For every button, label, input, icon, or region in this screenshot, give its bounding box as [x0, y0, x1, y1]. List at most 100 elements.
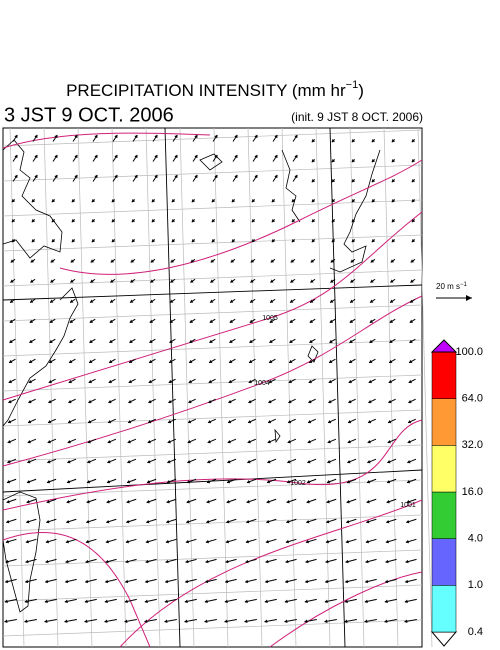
wind-vector-head — [391, 158, 396, 163]
wind-vector-head — [385, 519, 390, 524]
wind-vector-head — [284, 599, 288, 604]
wind-vector-head — [344, 619, 348, 624]
wind-vector-head — [226, 479, 231, 484]
wind-vector-head — [389, 299, 394, 303]
colorbar-label: 32.0 — [462, 439, 483, 451]
wind-vector-head — [205, 519, 210, 524]
wind-vector-head — [387, 459, 391, 464]
wind-vector-head — [205, 539, 210, 544]
wind-vector-head — [326, 499, 330, 504]
wind-vector-head — [406, 499, 410, 504]
wind-vector-head — [331, 178, 336, 183]
wind-vector-head — [74, 154, 78, 159]
wind-vector-head — [94, 154, 98, 159]
wind-vector-head — [106, 499, 110, 504]
wind-vector-head — [371, 198, 376, 203]
wind-vector-head — [210, 259, 215, 263]
wind-vector-head — [106, 479, 111, 484]
wind-vector-head — [11, 218, 16, 223]
wind-vector-head — [114, 154, 118, 159]
wind-vector-head — [387, 439, 391, 444]
wind-vector-head — [107, 459, 111, 464]
wind-vector-head — [309, 319, 314, 323]
wind-vector-head — [104, 619, 108, 624]
wind-vector-head — [45, 559, 49, 564]
wind-vector-head — [204, 579, 209, 584]
wind-vector-head — [327, 459, 331, 464]
wind-vector-head — [130, 259, 135, 263]
wind-vector-head — [367, 459, 371, 464]
wind-vector-head — [307, 439, 311, 444]
wind-vector-head — [250, 259, 255, 263]
wind-vector-head — [148, 399, 152, 404]
wind-vector-head — [91, 198, 96, 203]
wind-vector-head — [191, 218, 196, 223]
wind-vector-head — [208, 399, 212, 404]
wind-vector-head — [405, 539, 410, 544]
wind-vector-head — [47, 459, 51, 464]
wind-vector-head — [344, 579, 349, 584]
wind-vector-head — [147, 459, 151, 464]
wind-vector-head — [230, 279, 234, 283]
wind-vector-head — [410, 279, 414, 283]
wind-vector-head — [265, 519, 270, 524]
wind-vector-head — [64, 619, 68, 624]
wind-vector-head — [267, 459, 271, 464]
wind-vector-head — [134, 134, 138, 139]
wind-vector-head — [265, 559, 269, 564]
wind-vector-head — [86, 479, 91, 484]
wind-vector-head — [89, 299, 94, 303]
wind-vector-head — [385, 539, 390, 544]
wind-vector-head — [227, 459, 231, 464]
wind-vector-head — [124, 579, 129, 584]
wind-vector-head — [165, 539, 170, 544]
wind-vector-head — [54, 154, 58, 159]
wind-vector-head — [87, 459, 91, 464]
wind-vector-head — [207, 419, 212, 424]
wind-vector-head — [229, 339, 233, 343]
wind-vector-head — [268, 359, 273, 363]
colorbar-segment — [431, 491, 457, 539]
wind-vector-head — [269, 339, 273, 343]
wind-vector-head — [389, 319, 394, 323]
wind-vector-head — [128, 399, 132, 404]
isobar — [2, 132, 211, 149]
wind-vector-head — [45, 519, 50, 524]
wind-vector-head — [171, 238, 176, 243]
wind-vector-head — [134, 174, 138, 179]
wind-vector-head — [194, 174, 198, 179]
wind-vector-head — [114, 174, 118, 179]
wind-vector-head — [190, 259, 195, 263]
wind-vector-head — [350, 259, 355, 263]
wind-vector-head — [108, 399, 112, 404]
wind-vector-head — [269, 299, 274, 303]
wind-vector-head — [411, 198, 416, 203]
wind-vector-head — [234, 134, 238, 139]
wind-vector-head — [109, 299, 114, 303]
wind-vector-head — [246, 499, 250, 504]
wind-vector-head — [386, 499, 390, 504]
wind-vector-head — [365, 559, 369, 564]
wind-vector-head — [348, 359, 353, 363]
wind-vector-head — [6, 499, 10, 504]
wind-vector-head — [64, 579, 69, 584]
wind-vector-head — [228, 359, 233, 363]
wind-vector-head — [265, 539, 270, 544]
wind-vector-head — [131, 218, 136, 223]
wind-vector-head — [189, 339, 193, 343]
wind-vector-head — [67, 419, 72, 424]
wind-vector-head — [28, 359, 33, 363]
wind-vector-head — [286, 499, 290, 504]
map-frame — [2, 127, 423, 648]
wind-vector-head — [294, 174, 298, 179]
wind-vector-head — [309, 299, 314, 303]
colorbar-label: 1.0 — [468, 579, 483, 591]
wind-vector-head — [324, 619, 328, 624]
wind-vector-head — [306, 499, 310, 504]
wind-vector-head — [68, 399, 72, 404]
wind-vector-head — [324, 599, 328, 604]
wind-vector-head — [349, 319, 354, 323]
wind-vector-head — [34, 154, 38, 159]
wind-vector-head — [287, 459, 291, 464]
colorbar-segment — [431, 351, 457, 399]
